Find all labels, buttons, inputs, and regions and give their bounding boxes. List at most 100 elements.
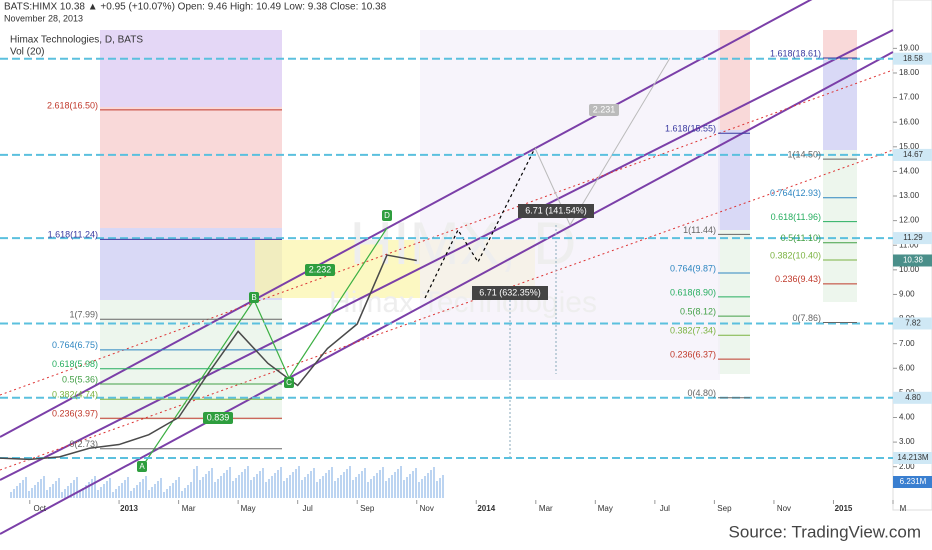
volume-bar <box>325 473 327 498</box>
volume-bar <box>64 489 66 498</box>
pattern-label: A <box>139 462 145 471</box>
volume-bar <box>172 483 174 498</box>
volume-bar <box>301 480 303 498</box>
price-badge-label: 11.29 <box>903 233 923 242</box>
volume-bar <box>313 468 315 498</box>
volume-bar <box>415 468 417 498</box>
fib-label: 0(7.86) <box>792 313 821 323</box>
fib-label: 0.764(12.93) <box>770 188 821 198</box>
x-tick-label: May <box>241 504 256 513</box>
x-tick-label: 2015 <box>835 504 853 513</box>
volume-bar <box>253 477 255 498</box>
volume-bar <box>151 487 153 498</box>
volume-bar <box>337 478 339 498</box>
y-tick-label: 16.00 <box>899 117 920 126</box>
volume-bar <box>220 476 222 498</box>
projection <box>424 147 536 299</box>
volume-bar <box>292 472 294 498</box>
shade <box>100 107 282 228</box>
volume-bar <box>76 477 78 498</box>
volume-bar <box>247 466 249 498</box>
volume-bar <box>289 475 291 498</box>
y-tick-label: 14.00 <box>899 167 920 176</box>
volume-bar <box>277 470 279 498</box>
volume-bar <box>187 485 189 498</box>
volume-bar <box>55 481 57 498</box>
pattern-badge <box>382 210 392 221</box>
fib-label: 1(11.44) <box>683 225 716 235</box>
volume-bar <box>412 471 414 498</box>
pattern-badge <box>249 292 259 303</box>
volume-bar <box>49 487 51 498</box>
projection-label: 6.71 (632.35%) <box>479 287 541 297</box>
ratio-label: 2.231 <box>593 104 616 114</box>
channels <box>0 0 894 535</box>
volume-bar <box>418 482 420 498</box>
volume-bar <box>181 491 183 498</box>
shade <box>718 230 750 374</box>
volume-bar <box>385 481 387 498</box>
ratio-badge <box>203 412 233 424</box>
volume-bar <box>268 479 270 498</box>
volume-bar <box>328 470 330 498</box>
volume-bar <box>160 478 162 498</box>
volume-bar <box>235 478 237 498</box>
volume-bar <box>223 473 225 498</box>
volume-bar <box>349 466 351 498</box>
volume-label: Vol (20) <box>10 47 44 58</box>
projection-badge <box>518 204 594 218</box>
y-tick-label: 10.00 <box>899 265 920 274</box>
y-tick-label: 7.00 <box>899 339 915 348</box>
pattern-badge <box>137 461 147 472</box>
fib-label: 0.5(8.12) <box>680 306 716 316</box>
y-tick-label: 2.00 <box>899 462 915 471</box>
y-tick-label: 19.00 <box>899 43 920 52</box>
volume-bar <box>169 486 171 498</box>
volume-bar <box>178 477 180 498</box>
volume-bar <box>139 482 141 498</box>
volume-bar <box>256 474 258 498</box>
volume-bar <box>433 467 435 498</box>
volume-bar <box>283 481 285 498</box>
volume-bar <box>403 480 405 498</box>
last-price-badge <box>893 254 932 267</box>
volume-bar <box>100 487 102 498</box>
volume-bar <box>442 475 444 498</box>
fib-label: 0.382(4.74) <box>52 390 98 400</box>
fib-label: 1(14.50) <box>787 149 821 159</box>
study-title: Himax Technologies, D, BATS <box>10 35 143 46</box>
volume-bar <box>346 469 348 498</box>
volume-bar <box>130 491 132 498</box>
volume-bar <box>436 481 438 498</box>
volume-bar <box>67 486 69 498</box>
volume-bar <box>343 472 345 498</box>
projection-label: 6.71 (141.54%) <box>525 205 587 215</box>
x-tick-label: Sep <box>360 504 375 513</box>
y-tick-label: 17.00 <box>899 93 920 102</box>
volume-bar <box>79 491 81 498</box>
projection-badge <box>472 286 548 300</box>
price-badge <box>893 52 932 65</box>
volume-bar <box>271 476 273 498</box>
price-line <box>0 254 417 461</box>
x-tick-label: M <box>900 504 907 513</box>
volume-bar <box>364 468 366 498</box>
volume-bar <box>259 471 261 498</box>
volume-bar <box>61 492 63 498</box>
volume-bar <box>88 482 90 498</box>
volume-bar <box>358 474 360 498</box>
red-dotted <box>0 149 894 471</box>
volume-bar <box>373 476 375 498</box>
last-price-label: 10.38 <box>903 256 924 265</box>
shade <box>100 30 282 107</box>
x-tick-label: Nov <box>777 504 791 513</box>
price-badge <box>893 317 932 330</box>
volume-bar <box>136 485 138 498</box>
volume-bar <box>91 479 93 498</box>
price-badge-label: 7.82 <box>905 319 921 328</box>
volume-bar <box>340 475 342 498</box>
volume-bar <box>397 469 399 498</box>
volume-bar <box>310 471 312 498</box>
volume-bar <box>175 480 177 498</box>
fib-label: 0.618(11.96) <box>771 212 821 222</box>
